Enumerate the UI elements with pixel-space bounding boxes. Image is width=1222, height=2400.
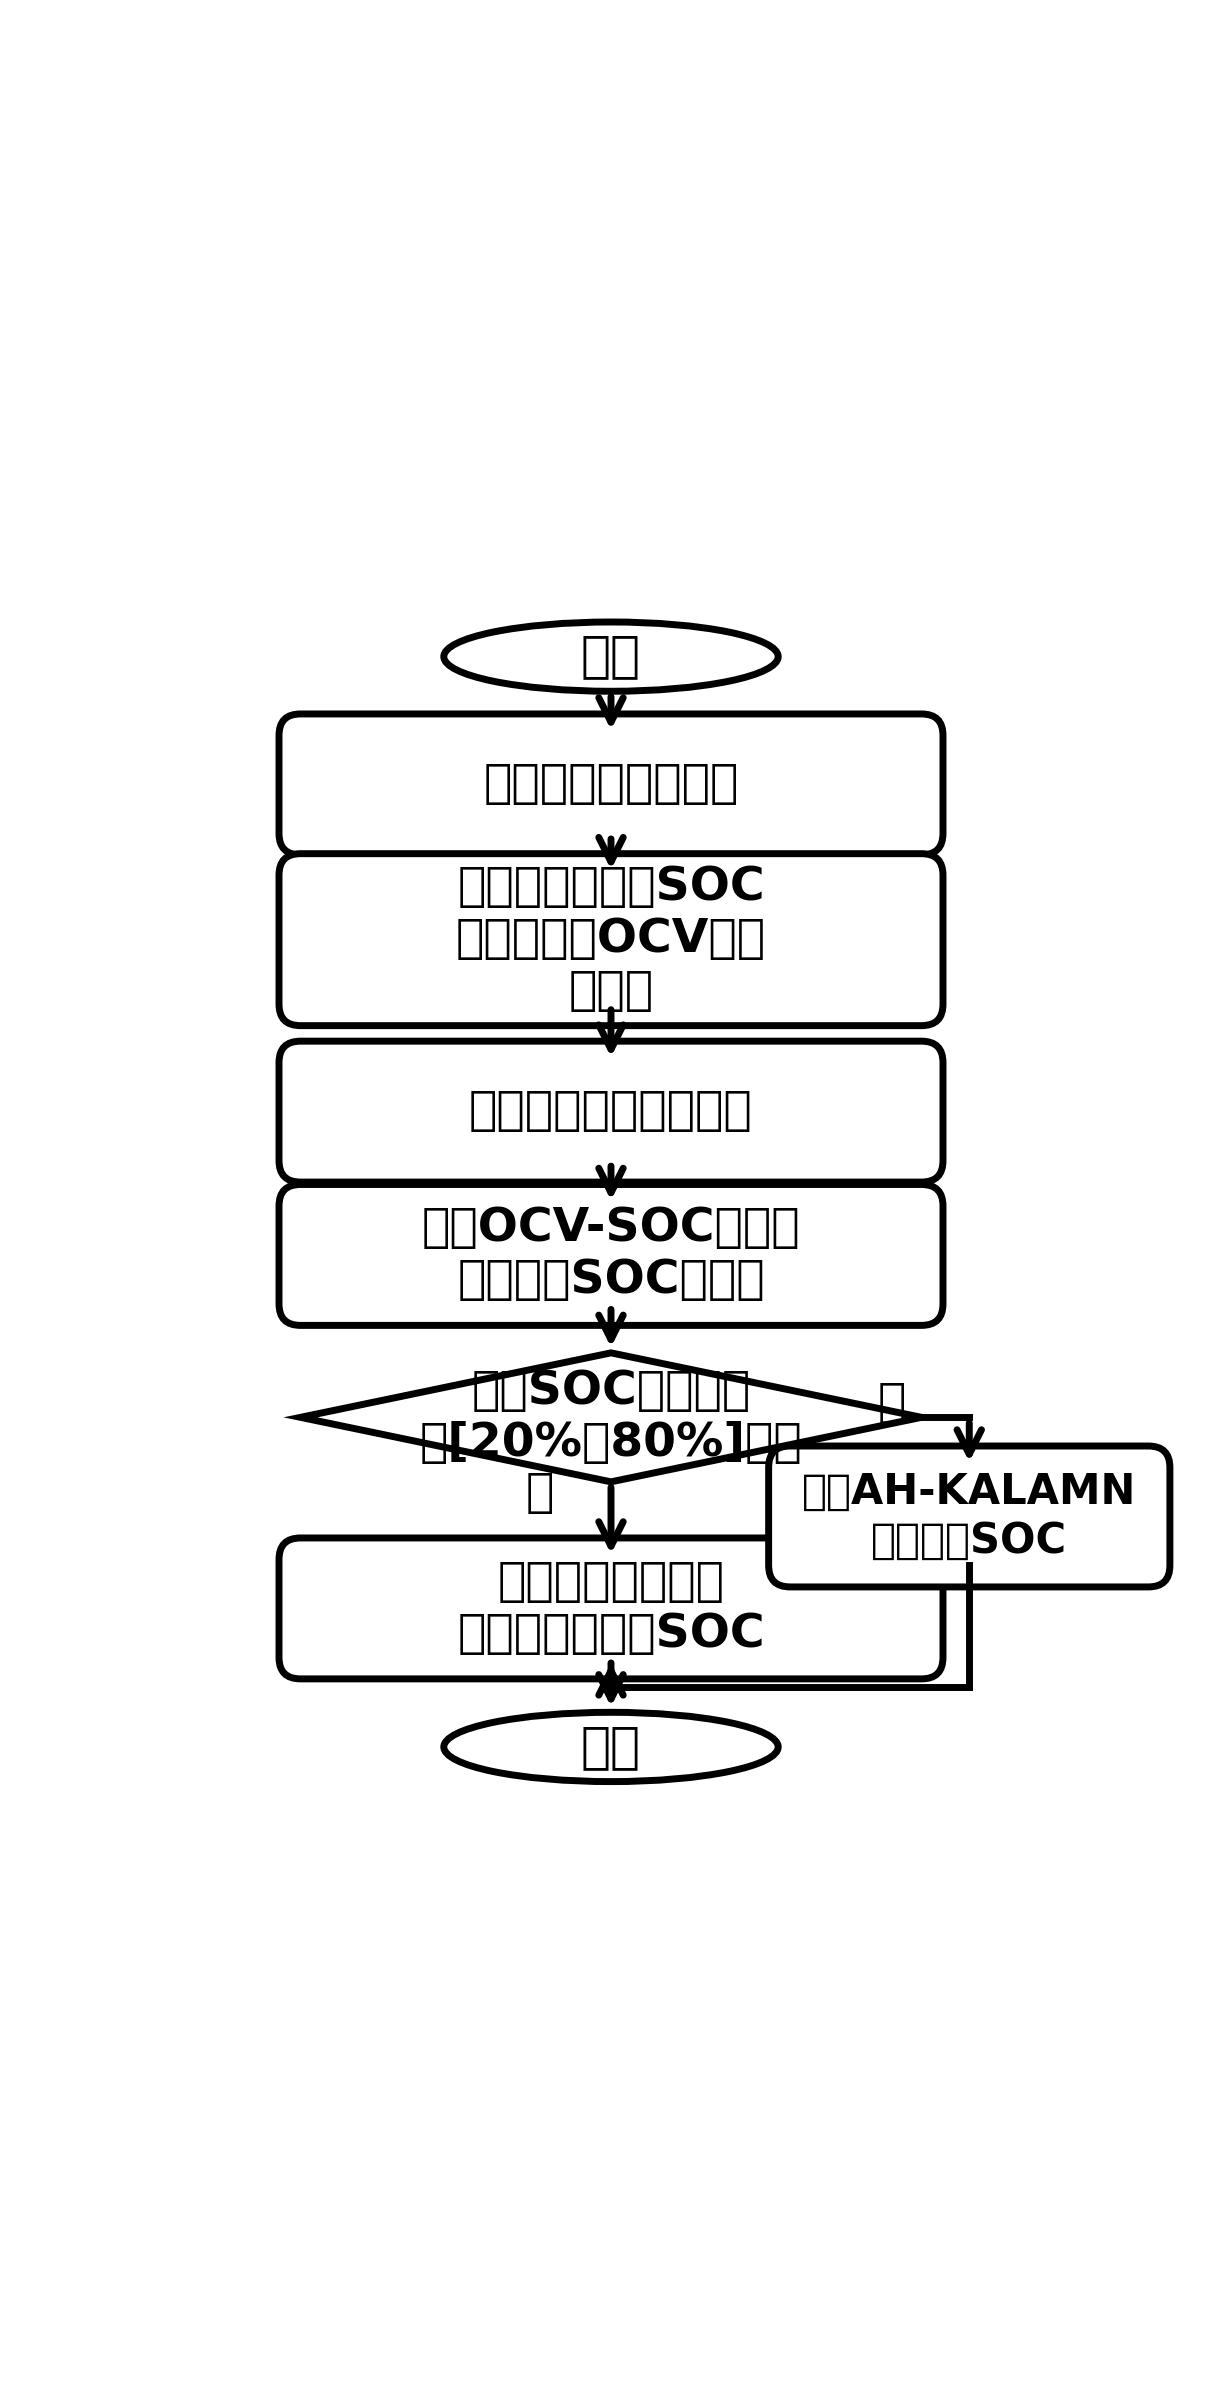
FancyBboxPatch shape bbox=[279, 1042, 943, 1183]
FancyBboxPatch shape bbox=[769, 1447, 1169, 1586]
Text: 是: 是 bbox=[877, 1380, 906, 1426]
Text: 结束: 结束 bbox=[580, 1723, 642, 1771]
Polygon shape bbox=[301, 1354, 921, 1481]
Text: 否: 否 bbox=[525, 1471, 554, 1517]
Ellipse shape bbox=[444, 1711, 778, 1781]
FancyBboxPatch shape bbox=[279, 854, 943, 1025]
FancyBboxPatch shape bbox=[279, 713, 943, 854]
FancyBboxPatch shape bbox=[279, 1538, 943, 1680]
Text: 运用AH-KALAMN
算法估算SOC: 运用AH-KALAMN 算法估算SOC bbox=[802, 1471, 1136, 1562]
Ellipse shape bbox=[444, 622, 778, 691]
Text: 恒流恒压实验，获得: 恒流恒压实验，获得 bbox=[484, 761, 738, 806]
Text: 开始: 开始 bbox=[580, 634, 642, 682]
Text: 小倍率脉冲放电实验，: 小倍率脉冲放电实验， bbox=[469, 1090, 753, 1135]
Text: 有限差分扩展卡尔
曼滤波算法估算SOC: 有限差分扩展卡尔 曼滤波算法估算SOC bbox=[457, 1560, 765, 1656]
FancyBboxPatch shape bbox=[279, 1186, 943, 1325]
Text: 标定实验，获取SOC
和开路电压OCV的关
系曲线: 标定实验，获取SOC 和开路电压OCV的关 系曲线 bbox=[456, 864, 766, 1015]
Text: 判断SOC是否在区
间[20%，80%]之间: 判断SOC是否在区 间[20%，80%]之间 bbox=[419, 1368, 803, 1466]
Text: 利用OCV-SOC关系曲
线，获取SOC初始值: 利用OCV-SOC关系曲 线，获取SOC初始值 bbox=[422, 1207, 800, 1303]
